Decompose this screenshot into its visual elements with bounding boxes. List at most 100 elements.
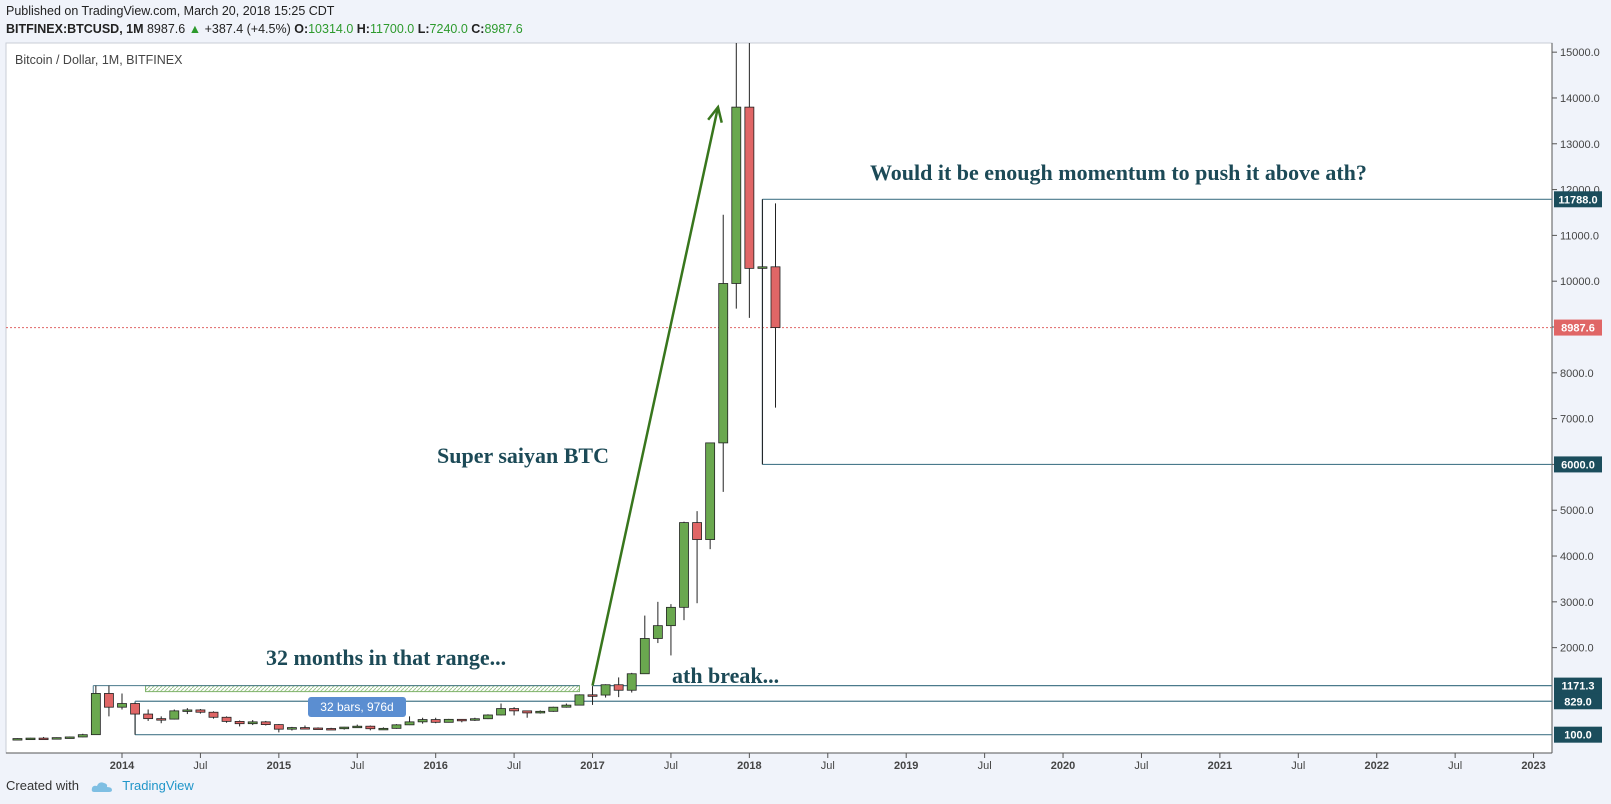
- candle: [744, 43, 755, 318]
- candle: [195, 709, 206, 714]
- candle: [378, 727, 389, 731]
- candle: [38, 736, 49, 741]
- x-tick-label: 2018: [737, 760, 761, 772]
- candle-body: [391, 724, 402, 729]
- close-label: C:: [471, 22, 485, 36]
- candle: [25, 737, 36, 741]
- candle: [143, 709, 154, 721]
- candle-body: [90, 693, 101, 736]
- candle: [117, 693, 127, 710]
- candle-body: [182, 709, 193, 712]
- last-price: 8987.6: [146, 22, 186, 36]
- x-tick-label: Jul: [350, 760, 364, 772]
- candle: [469, 717, 480, 721]
- high-label: H:: [356, 22, 370, 36]
- candle: [156, 716, 167, 724]
- candle-body: [313, 727, 323, 730]
- candle: [600, 684, 611, 698]
- trend-arrow-line: [591, 106, 720, 686]
- candle-body: [705, 442, 716, 540]
- x-tick-label: Jul: [193, 760, 207, 772]
- candle-body: [339, 726, 350, 730]
- candle-body: [535, 710, 546, 714]
- candle-body: [117, 703, 127, 708]
- candle: [104, 685, 114, 717]
- candle-body: [247, 721, 258, 725]
- x-tick-label: 2019: [894, 760, 918, 772]
- candle-body: [469, 718, 480, 721]
- candle-body: [639, 638, 650, 675]
- price-change: +387.4 (+4.5%): [204, 22, 291, 36]
- candle-body: [522, 710, 533, 714]
- candle: [692, 511, 702, 604]
- candle: [652, 601, 663, 644]
- candle-body: [744, 106, 755, 269]
- x-tick-label: 2020: [1051, 760, 1075, 772]
- x-tick-label: Jul: [507, 760, 521, 772]
- trend-arrow-head: [707, 104, 723, 123]
- candle: [313, 727, 323, 730]
- level-label-support-6000: 6000.0: [1561, 459, 1595, 471]
- candle-body: [143, 713, 154, 720]
- y-tick-label: 8000.0: [1560, 368, 1594, 380]
- plot-layer: Would it be enough momentum to push it a…: [6, 43, 1552, 741]
- candle-body: [443, 718, 454, 723]
- candle: [169, 709, 180, 720]
- annotation-range: 32 months in that range...: [266, 645, 506, 670]
- candle: [12, 738, 23, 741]
- candle: [430, 717, 441, 724]
- candle-body: [757, 266, 768, 269]
- candle-body: [770, 266, 781, 328]
- candle-body: [561, 704, 572, 708]
- candle: [443, 718, 454, 723]
- y-tick-label: 13000.0: [1560, 139, 1600, 151]
- y-tick-label: 10000.0: [1560, 276, 1600, 288]
- candle-body: [483, 714, 493, 720]
- candle-body: [234, 720, 245, 725]
- candle: [679, 521, 689, 621]
- chart-title: Bitcoin / Dollar, 1M, BITFINEX: [15, 53, 183, 67]
- annotation-ath: ath break...: [672, 663, 779, 688]
- candle-body: [77, 734, 88, 738]
- candle-body: [456, 718, 467, 722]
- candle: [522, 710, 533, 718]
- candle-body: [404, 721, 415, 726]
- candle-body: [378, 727, 389, 731]
- candle: [339, 726, 350, 730]
- candle-body: [509, 708, 520, 712]
- candle: [561, 703, 572, 708]
- symbol-label: BITFINEX:BTCUSD, 1M: [6, 22, 144, 36]
- low-value: 7240.0: [429, 22, 468, 36]
- y-tick-label: 7000.0: [1560, 414, 1594, 426]
- candle-body: [51, 737, 62, 740]
- candle-body: [104, 693, 114, 708]
- level-label-resistance-11788-bg: [1554, 191, 1602, 208]
- last-price-label: 8987.6: [1561, 323, 1595, 335]
- candle: [639, 615, 650, 675]
- y-tick-label: 3000.0: [1560, 597, 1594, 609]
- candle-body: [25, 737, 36, 741]
- candle-body: [326, 728, 337, 731]
- high-value: 11700.0: [369, 22, 415, 36]
- y-tick-label: 2000.0: [1560, 643, 1594, 655]
- ohlc-bar: BITFINEX:BTCUSD, 1M 8987.6 ▲ +387.4 (+4.…: [6, 22, 523, 36]
- candle: [130, 702, 140, 735]
- candle-body: [287, 727, 297, 730]
- candle: [548, 706, 559, 712]
- candle-body: [169, 710, 180, 720]
- candle: [731, 43, 742, 309]
- candle: [352, 724, 363, 729]
- candle: [247, 720, 258, 726]
- level-label-range-829-bg: [1554, 693, 1602, 710]
- candle: [300, 725, 310, 730]
- candle-body: [273, 724, 284, 730]
- candle: [770, 203, 781, 408]
- candle: [51, 737, 62, 740]
- level-label-support-6000-bg: [1554, 456, 1602, 473]
- candle: [718, 214, 729, 492]
- level-label-resistance-11788: 11788.0: [1558, 194, 1597, 206]
- tradingview-brand[interactable]: TradingView: [122, 778, 194, 793]
- close-value: 8987.6: [484, 22, 523, 36]
- candle: [208, 711, 219, 719]
